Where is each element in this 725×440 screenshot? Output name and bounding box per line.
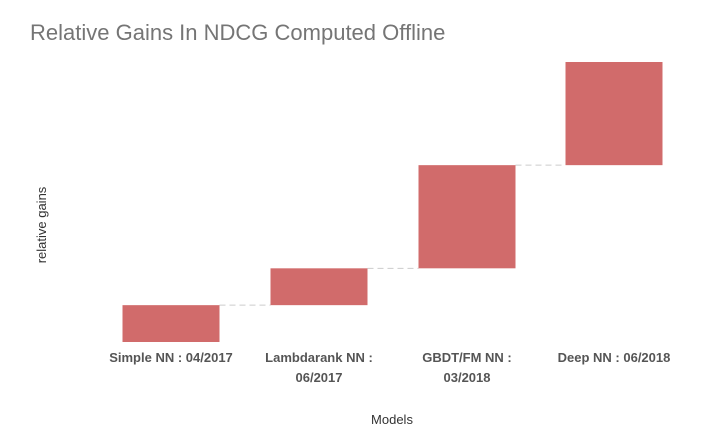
x-tick-label-line: Simple NN : 04/2017 — [109, 350, 233, 365]
bar-1 — [122, 305, 220, 342]
x-tick-label-line: 06/2017 — [296, 370, 343, 385]
x-tick-label-line: Lambdarank NN : — [265, 350, 373, 365]
x-tick-label-3: GBDT/FM NN : 03/2018 — [422, 350, 512, 385]
bar-3 — [418, 165, 516, 269]
x-tick-label-4: Deep NN : 06/2018 — [558, 350, 671, 365]
x-tick-label-2: Lambdarank NN : 06/2017 — [265, 350, 373, 385]
bars — [122, 62, 663, 342]
bar-4 — [565, 62, 663, 166]
x-tick-labels: Simple NN : 04/2017 Lambdarank NN : 06/201… — [109, 350, 670, 385]
x-tick-label-line: Deep NN : 06/2018 — [558, 350, 671, 365]
y-axis-label: relative gains — [34, 186, 49, 263]
x-tick-label-1: Simple NN : 04/2017 — [109, 350, 233, 365]
x-tick-label-line: GBDT/FM NN : — [422, 350, 512, 365]
x-tick-label-line: 03/2018 — [444, 370, 491, 385]
connector-lines — [219, 164, 566, 306]
bar-2 — [270, 268, 368, 306]
chart-title: Relative Gains In NDCG Computed Offline — [30, 20, 445, 45]
x-axis-label: Models — [371, 412, 413, 427]
